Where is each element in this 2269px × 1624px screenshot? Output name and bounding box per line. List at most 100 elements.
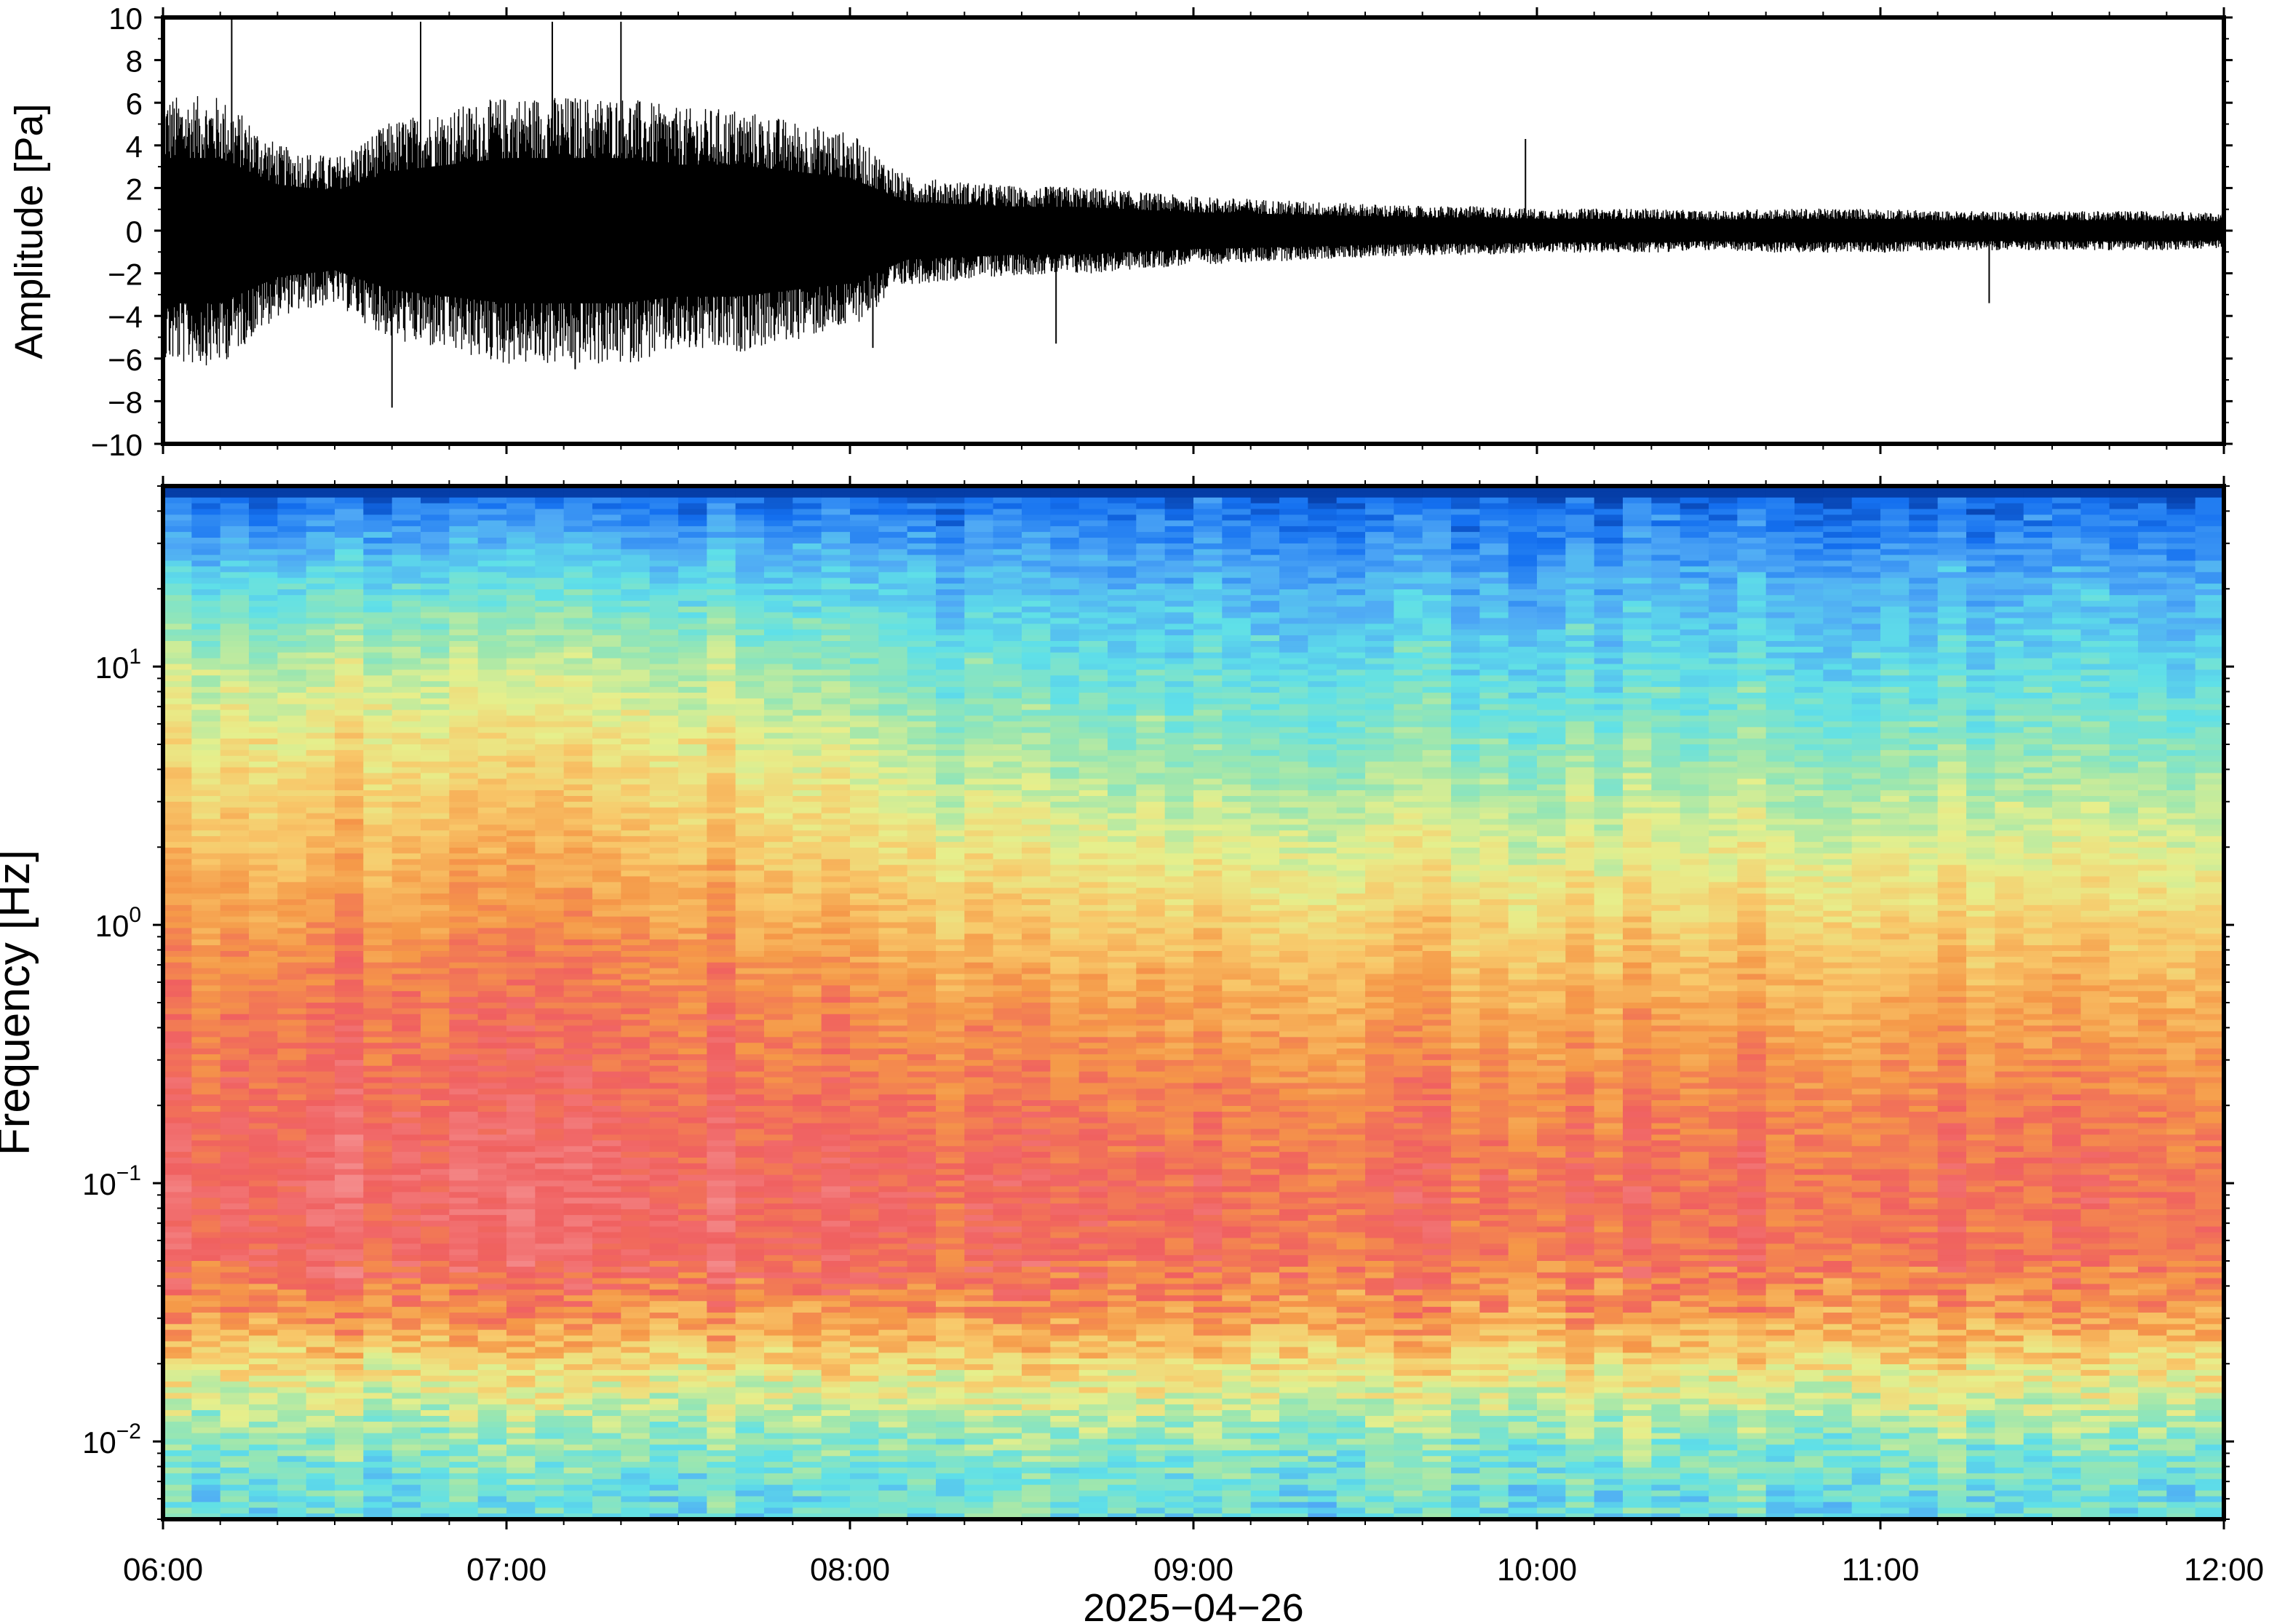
spectrogram-cell <box>335 859 364 866</box>
spectrogram-cell <box>735 773 765 779</box>
spectrogram-cell <box>220 893 250 900</box>
spectrogram-cell <box>220 974 250 981</box>
spectrogram-cell <box>363 985 393 992</box>
spectrogram-cell <box>563 1255 593 1262</box>
spectrogram-cell <box>449 1462 479 1468</box>
spectrogram-cell <box>792 1111 822 1118</box>
spectrogram-cell <box>907 1043 937 1049</box>
spectrogram-cell <box>249 1037 278 1043</box>
spectrogram-cell <box>335 1106 364 1112</box>
spectrogram-cell <box>621 974 651 981</box>
spectrogram-cell <box>821 1444 851 1451</box>
spectrogram-cell <box>421 1019 450 1027</box>
spectrogram-cell <box>850 652 879 659</box>
spectrogram-cell <box>592 1129 621 1136</box>
spectrogram-cell <box>506 612 536 619</box>
spectrogram-cell <box>421 1456 450 1462</box>
spectrogram-cell <box>792 618 822 624</box>
spectrogram-cell <box>821 641 851 648</box>
spectrogram-cell <box>477 514 507 521</box>
spectrogram-cell <box>191 1513 221 1519</box>
spectrogram-cell <box>535 1106 565 1112</box>
spectrogram-cell <box>249 612 278 619</box>
spectrogram-cell <box>792 1031 822 1038</box>
spectrogram-cell <box>678 1456 707 1462</box>
spectrogram-cell <box>850 801 879 808</box>
spectrogram-cell <box>335 1261 364 1267</box>
spectrogram-cell <box>306 641 335 648</box>
spectrogram-cell <box>678 538 707 544</box>
spectrogram-cell <box>792 1152 822 1158</box>
spectrogram-cell <box>764 1272 793 1279</box>
spectrogram-cell <box>821 1301 851 1307</box>
spectrogram-cell <box>477 790 507 797</box>
spectrogram-cell <box>163 1289 192 1296</box>
spectrogram-cell <box>707 733 736 739</box>
spectrogram-cell <box>821 1220 851 1227</box>
spectrogram-cell <box>792 991 822 998</box>
spectrogram-cell <box>191 1146 221 1153</box>
spectrogram-cell <box>191 945 221 952</box>
spectrogram-cell <box>449 836 479 843</box>
spectrogram-cell <box>191 1203 221 1210</box>
spectrogram-cell <box>306 1301 335 1307</box>
spectrogram-cell <box>277 1152 307 1158</box>
spectrogram-cell <box>421 899 450 906</box>
spectrogram-cell <box>220 681 250 688</box>
spectrogram-cell <box>792 1008 822 1015</box>
spectrogram-cell <box>850 727 879 733</box>
spectrogram-cell <box>335 1295 364 1302</box>
spectrogram-cell <box>506 1398 536 1405</box>
spectrogram-cell <box>363 709 393 717</box>
spectrogram-cell <box>907 1369 937 1377</box>
spectrogram-cell <box>735 968 765 975</box>
spectrogram-cell <box>477 796 507 803</box>
spectrogram-cell <box>163 1220 192 1227</box>
spectrogram-cell <box>764 1278 793 1285</box>
spectrogram-cell <box>335 589 364 596</box>
spectrogram-cell <box>335 1226 364 1233</box>
spectrogram-cell <box>363 1031 393 1038</box>
spectrogram-cell <box>792 1192 822 1198</box>
spectrogram-cell <box>878 1473 908 1480</box>
spectrogram-cell <box>735 893 765 900</box>
spectrogram-cell <box>335 520 364 527</box>
spectrogram-cell <box>592 1484 621 1492</box>
spectrogram-cell <box>592 934 621 940</box>
spectrogram-cell <box>535 1083 565 1089</box>
spectrogram-cell <box>850 1238 879 1244</box>
spectrogram-cell <box>163 882 192 888</box>
spectrogram-cell <box>907 813 937 820</box>
spectrogram-cell <box>592 1438 621 1446</box>
spectrogram-cell <box>563 1008 593 1015</box>
spectrogram-cell <box>163 910 192 918</box>
spectrogram-cell <box>821 572 851 578</box>
spectrogram-cell <box>220 669 250 676</box>
spectrogram-cell <box>735 1158 765 1164</box>
spectrogram-cell <box>335 1393 364 1399</box>
spectrogram-cell <box>563 1059 593 1067</box>
spectrogram-cell <box>191 922 221 929</box>
spectrogram-cell <box>707 1232 736 1239</box>
spectrogram-cell <box>907 1169 937 1176</box>
spectrogram-cell <box>735 1014 765 1021</box>
spectrogram-cell <box>449 1232 479 1239</box>
spectrogram-cell <box>907 1410 937 1417</box>
spectrogram-cell <box>707 1174 736 1182</box>
spectrogram-cell <box>277 698 307 705</box>
spectrogram-cell <box>449 779 479 785</box>
spectrogram-cell <box>306 888 335 894</box>
spectrogram-cell <box>249 1421 278 1428</box>
spectrogram-cell <box>306 864 335 872</box>
spectrogram-cell <box>477 1393 507 1399</box>
spectrogram-cell <box>678 1048 707 1055</box>
spectrogram-cell <box>792 664 822 671</box>
spectrogram-cell <box>449 1358 479 1365</box>
spectrogram-cell <box>592 681 621 688</box>
spectrogram-cell <box>592 600 621 608</box>
spectrogram-cell <box>878 997 908 1003</box>
spectrogram-cell <box>878 1393 908 1399</box>
spectrogram-cell <box>821 1003 851 1009</box>
spectrogram-cell <box>563 1220 593 1227</box>
spectrogram-cell <box>220 1100 250 1107</box>
